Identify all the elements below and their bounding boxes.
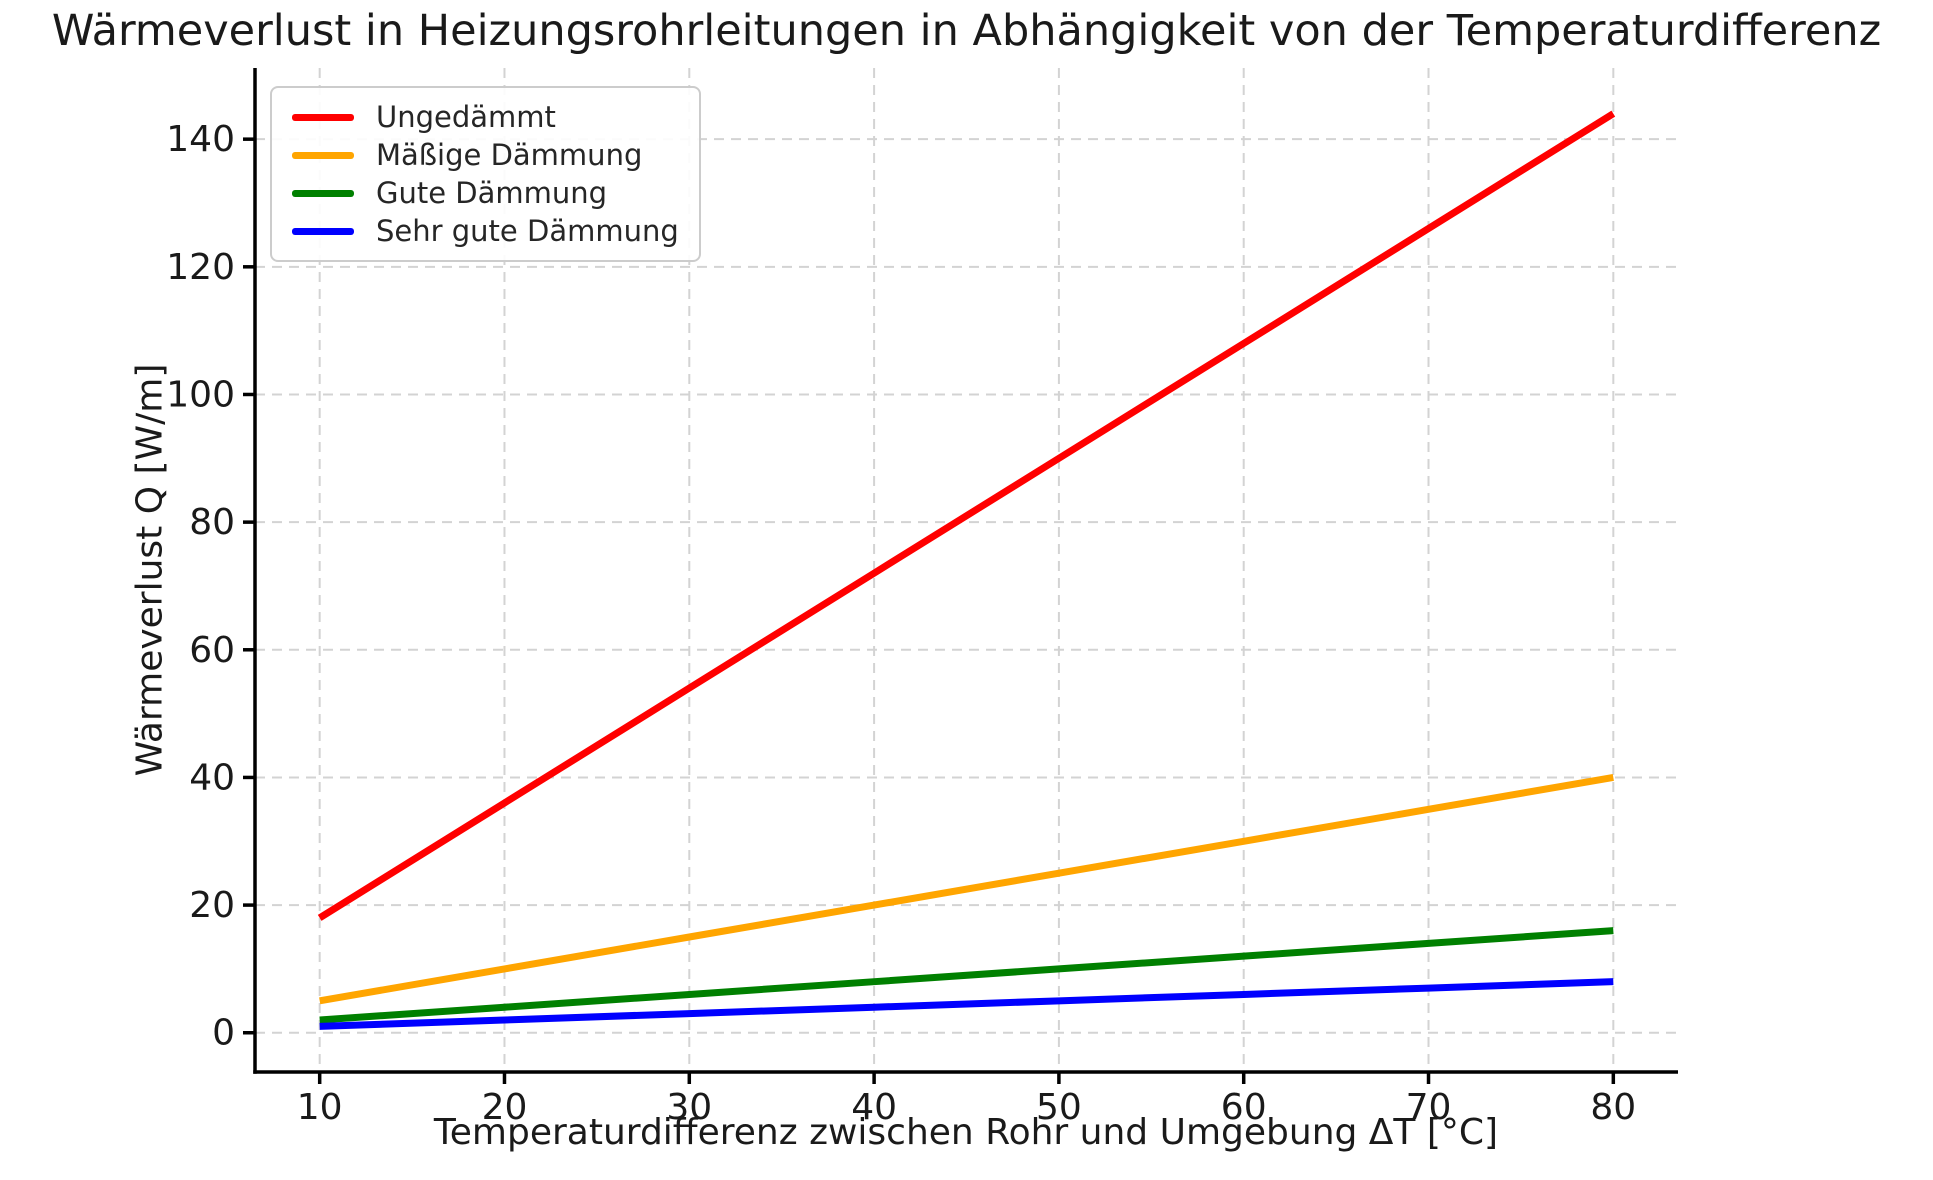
y-tick-label: 140 [166,119,235,160]
legend-item-0: Ungedämmt [292,98,679,136]
series-line-0 [317,110,1616,921]
x-axis-label: Temperaturdifferenz zwischen Rohr und Um… [433,1112,1499,1153]
legend-label: Ungedämmt [376,100,556,134]
series-line-3 [319,978,1614,1030]
legend-line-swatch [292,113,354,121]
legend-item-3: Sehr gute Dämmung [292,212,679,250]
x-tick-label: 60 [1221,1087,1267,1128]
x-tick-label: 10 [297,1087,343,1128]
x-tick-label: 80 [1590,1087,1636,1128]
y-tick-label: 20 [189,885,235,926]
legend-label: Gute Dämmung [376,176,608,210]
y-tick-label: 80 [189,502,235,543]
legend-line-swatch [292,189,354,197]
legend-label: Mäßige Dämmung [376,138,643,172]
y-tick-label: 100 [166,374,235,415]
x-tick-label: 20 [482,1087,528,1128]
x-tick-label: 40 [851,1087,897,1128]
legend-label: Sehr gute Dämmung [376,214,679,248]
legend: Ungedämmt Mäßige Dämmung Gute Dämmung Sehr … [270,86,701,262]
chart-title: Wärmeverlust in Heizungsrohrleitungen in… [51,6,1882,56]
y-axis-label: Wärmeverlust Q [W/m] [129,363,171,777]
y-tick-label: 0 [212,1013,235,1054]
y-tick-label: 40 [189,757,235,798]
legend-item-2: Gute Dämmung [292,174,679,212]
legend-line-swatch [292,227,354,235]
x-tick-label: 70 [1406,1087,1452,1128]
y-tick-label: 120 [166,247,235,288]
series-line-2 [319,927,1614,1024]
series-line-1 [319,773,1614,1005]
x-tick-label: 50 [1036,1087,1082,1128]
y-tick-label: 60 [189,630,235,671]
legend-line-swatch [292,151,354,159]
legend-item-1: Mäßige Dämmung [292,136,679,174]
x-tick-label: 30 [666,1087,712,1128]
